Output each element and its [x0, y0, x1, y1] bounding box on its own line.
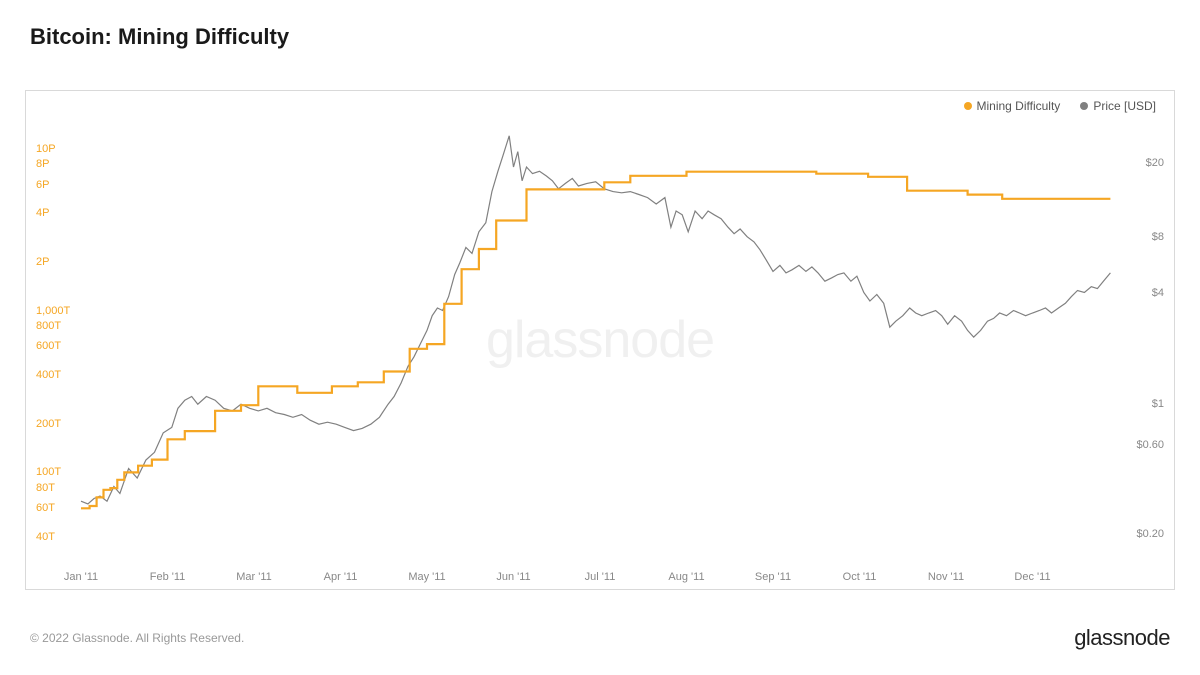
y-left-tick-label: 1,000T: [36, 305, 70, 317]
x-tick-label: Nov '11: [928, 571, 964, 583]
y-right-tick-label: $1: [1152, 398, 1164, 410]
y-left-tick-label: 600T: [36, 340, 61, 352]
line-mining-difficulty: [81, 172, 1110, 509]
legend-item-price: Price [USD]: [1080, 99, 1156, 113]
x-tick-label: Aug '11: [668, 571, 704, 583]
copyright: © 2022 Glassnode. All Rights Reserved.: [30, 631, 244, 645]
legend-label-price: Price [USD]: [1093, 99, 1156, 113]
x-tick-label: Apr '11: [324, 571, 358, 583]
y-right-tick-label: $8: [1152, 231, 1164, 243]
y-right-tick-label: $20: [1146, 157, 1164, 169]
x-tick-label: Oct '11: [843, 571, 877, 583]
y-right-tick-label: $0.60: [1136, 439, 1164, 451]
y-left-tick-label: 10P: [36, 143, 56, 155]
y-left-tick-label: 80T: [36, 482, 55, 494]
y-left-tick-label: 800T: [36, 320, 61, 332]
y-right-tick-label: $0.20: [1136, 528, 1164, 540]
legend-swatch-difficulty: [964, 102, 972, 110]
y-left-tick-label: 400T: [36, 369, 61, 381]
x-tick-label: Jul '11: [585, 571, 616, 583]
y-left-tick-label: 4P: [36, 207, 49, 219]
y-left-tick-label: 100T: [36, 466, 61, 478]
x-tick-label: Dec '11: [1014, 571, 1050, 583]
legend-item-difficulty: Mining Difficulty: [964, 99, 1061, 113]
y-left-tick-label: 6P: [36, 179, 49, 191]
y-left-tick-label: 2P: [36, 256, 49, 268]
y-left-tick-label: 40T: [36, 531, 55, 543]
x-tick-label: May '11: [408, 571, 445, 583]
legend: Mining Difficulty Price [USD]: [964, 99, 1157, 113]
y-right-tick-label: $4: [1152, 287, 1164, 299]
x-tick-label: Feb '11: [150, 571, 186, 583]
legend-label-difficulty: Mining Difficulty: [977, 99, 1061, 113]
x-tick-label: Jun '11: [496, 571, 530, 583]
chart-frame: Mining Difficulty Price [USD] glassnode …: [25, 90, 1175, 590]
chart-plot: [26, 119, 1174, 589]
chart-title: Bitcoin: Mining Difficulty: [30, 24, 289, 50]
y-left-tick-label: 8P: [36, 158, 49, 170]
legend-swatch-price: [1080, 102, 1088, 110]
x-tick-label: Mar '11: [236, 571, 272, 583]
y-left-tick-label: 60T: [36, 502, 55, 514]
x-tick-label: Sep '11: [755, 571, 791, 583]
y-left-tick-label: 200T: [36, 418, 61, 430]
brand-logo: glassnode: [1074, 625, 1170, 651]
x-tick-label: Jan '11: [64, 571, 98, 583]
